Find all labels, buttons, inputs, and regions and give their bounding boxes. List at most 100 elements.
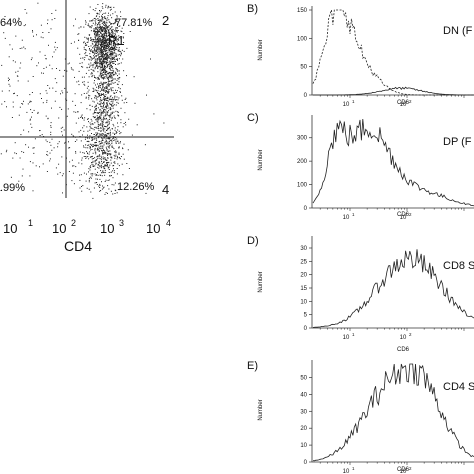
scatter-point [105,164,107,166]
scatter-point [81,117,83,119]
y-tick-label: 15 [300,286,307,292]
scatter-point [106,112,108,114]
scatter-point [103,90,105,92]
scatter-point [68,171,70,172]
x-tick-4-base: 10 [146,221,160,236]
scatter-point [103,83,105,85]
scatter-point [96,86,98,88]
scatter-point [94,112,96,114]
scatter-point [106,19,108,21]
scatter-point [107,29,109,31]
scatter-point [102,172,104,174]
scatter-point [97,68,99,69]
scatter-point [117,59,118,61]
scatter-point [30,123,32,125]
scatter-point [60,127,62,129]
scatter-point [106,159,108,161]
scatter-point [97,174,99,176]
scatter-point [86,141,88,142]
scatter-point [107,164,108,166]
scatter-point [38,62,39,64]
scatter-point [121,99,123,101]
scatter-point [105,53,107,54]
scatter-point [115,137,117,139]
scatter-point [18,114,20,116]
scatter-point [116,192,118,194]
scatter-point [85,158,87,159]
scatter-point [101,44,102,46]
scatter-point [74,76,75,78]
scatter-point [96,112,98,114]
scatter-point [83,93,85,94]
scatter-point [99,184,101,186]
scatter-point [105,105,107,107]
scatter-point [97,164,99,166]
scatter-point [36,65,38,67]
scatter-point [109,36,111,38]
scatter-point [107,38,109,40]
scatter-point [93,129,95,131]
scatter-point [98,141,100,143]
scatter-point [101,67,103,69]
scatter-point [103,130,105,132]
scatter-point [86,92,88,94]
scatter-point [98,56,100,58]
scatter-point [45,115,47,117]
scatter-point [94,34,95,36]
scatter-point [111,55,113,57]
scatter-point [105,40,107,42]
scatter-point [87,91,89,93]
scatter-point [101,123,103,125]
scatter-point [105,159,107,161]
scatter-point [97,45,99,47]
scatter-point [39,130,41,132]
scatter-point [21,151,23,153]
scatter-point [91,43,93,45]
x-tick-label: 10 [400,335,407,341]
scatter-point [116,96,118,98]
scatter-point [122,174,124,176]
scatter-point [118,189,120,191]
scatter-point [95,23,97,25]
scatter-point [80,102,82,104]
scatter-point [120,62,122,64]
scatter-point [104,169,106,171]
scatter-point [111,40,113,42]
scatter-point [81,159,83,161]
cd4-dot-plot: 64% 77.81% 2 R1 .99% 12.26% 4 10 1 10 2 … [0,0,174,254]
scatter-point [104,164,106,166]
scatter-point [102,33,104,35]
scatter-point [110,108,112,109]
scatter-point [113,58,115,60]
scatter-point [83,46,85,48]
scatter-point [39,93,41,95]
scatter-point [103,97,105,99]
scatter-point [105,50,107,52]
scatter-point [97,135,99,137]
scatter-point [100,133,102,135]
scatter-point [23,129,25,131]
scatter-point [25,144,27,146]
scatter-point [99,85,101,87]
scatter-point [51,13,53,14]
scatter-point [115,154,117,156]
histogram-series-solid [312,363,474,462]
scatter-point [105,91,106,93]
scatter-point [106,86,108,88]
scatter-point [99,183,101,185]
scatter-point [94,138,96,140]
scatter-point [110,114,112,116]
scatter-point [95,51,97,53]
scatter-point [96,47,98,49]
scatter-point [114,117,116,119]
x-tick-exponent: 2 [409,99,412,104]
scatter-point [88,141,90,143]
scatter-point [98,167,100,169]
scatter-point [9,44,11,46]
scatter-point [101,18,103,19]
scatter-point [112,99,114,101]
scatter-point [100,45,101,46]
scatter-point [111,72,113,74]
scatter-point [91,41,93,43]
